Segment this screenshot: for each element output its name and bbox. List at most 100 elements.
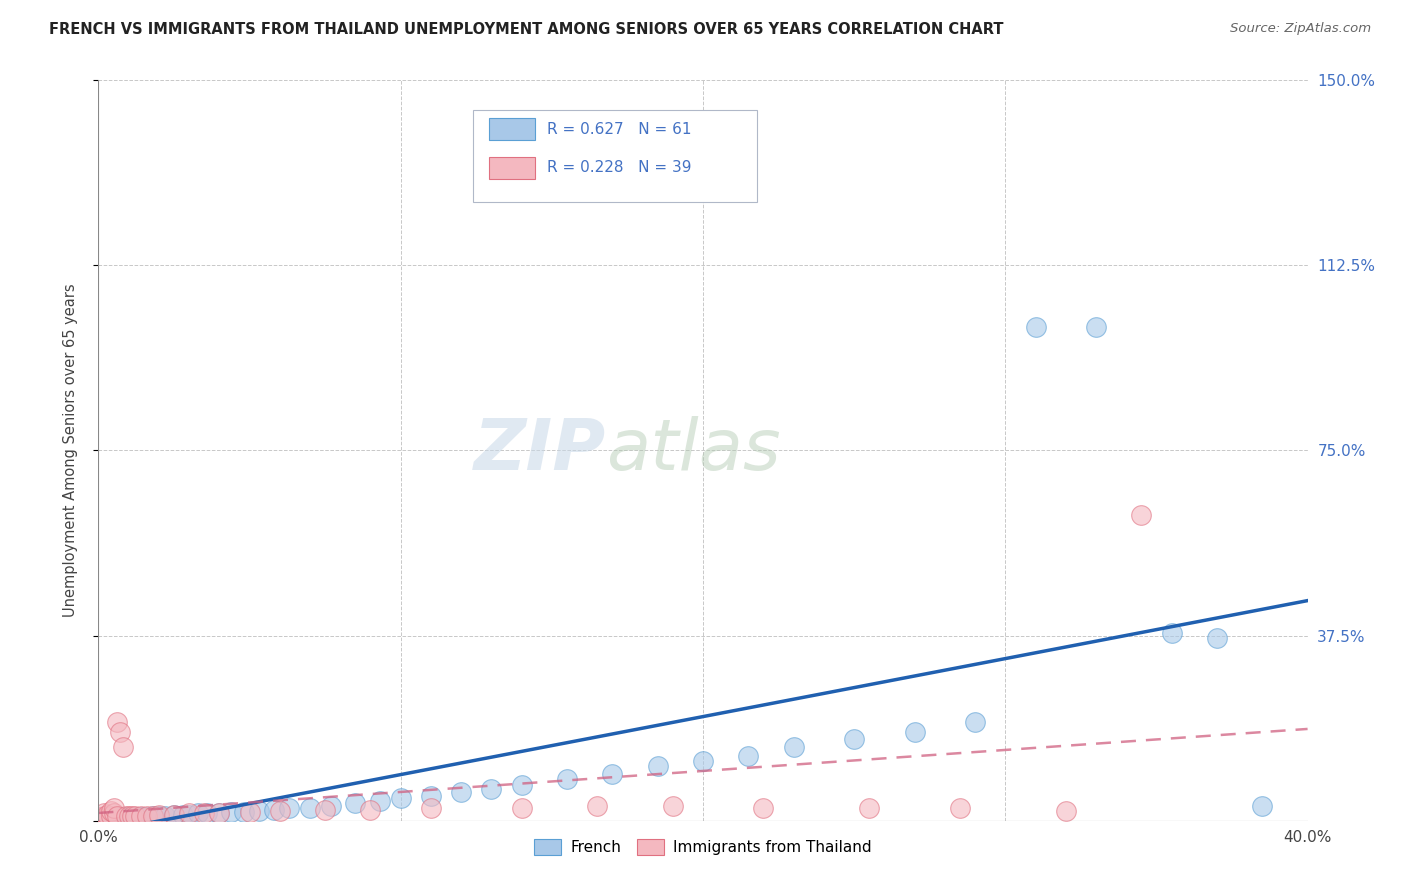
- Point: [844, 732, 866, 747]
- Point: [96, 810, 118, 824]
- Point: [105, 811, 128, 825]
- Point: [420, 789, 443, 803]
- Point: [93, 811, 115, 825]
- Point: [692, 755, 714, 769]
- Point: [481, 781, 503, 796]
- Point: [360, 803, 382, 817]
- Point: [737, 749, 759, 764]
- Point: [90, 811, 112, 825]
- Point: [299, 801, 322, 815]
- Point: [163, 807, 186, 822]
- Point: [93, 808, 115, 822]
- Point: [783, 739, 806, 754]
- Point: [752, 801, 775, 815]
- Point: [179, 806, 201, 821]
- Point: [114, 811, 136, 825]
- Point: [124, 808, 146, 822]
- Point: [1130, 508, 1153, 522]
- Point: [269, 804, 291, 818]
- Point: [93, 811, 115, 825]
- Point: [103, 811, 125, 825]
- Bar: [489, 156, 534, 178]
- Point: [100, 804, 122, 818]
- Point: [1054, 804, 1077, 818]
- Point: [247, 804, 270, 818]
- Point: [142, 809, 165, 823]
- Point: [239, 805, 262, 819]
- Point: [108, 810, 131, 824]
- Point: [647, 759, 669, 773]
- Point: [450, 785, 472, 799]
- Point: [148, 807, 170, 822]
- Point: [142, 808, 165, 822]
- Point: [163, 807, 186, 822]
- Point: [949, 801, 972, 815]
- Point: [344, 797, 367, 811]
- Point: [100, 810, 122, 824]
- Text: R = 0.627   N = 61: R = 0.627 N = 61: [547, 121, 692, 136]
- Point: [555, 772, 578, 786]
- Point: [1206, 631, 1229, 645]
- Point: [232, 805, 254, 819]
- Point: [172, 807, 194, 822]
- Point: [586, 798, 609, 813]
- Bar: [489, 118, 534, 140]
- Point: [314, 803, 336, 817]
- Point: [108, 724, 131, 739]
- Legend: French, Immigrants from Thailand: French, Immigrants from Thailand: [527, 833, 879, 861]
- Text: atlas: atlas: [606, 416, 780, 485]
- Text: ZIP: ZIP: [474, 416, 606, 485]
- Point: [510, 801, 533, 815]
- Point: [1085, 320, 1108, 334]
- Point: [965, 714, 987, 729]
- Point: [661, 798, 683, 813]
- Point: [187, 806, 209, 821]
- Point: [118, 810, 141, 824]
- Point: [208, 806, 231, 821]
- Point: [179, 807, 201, 822]
- Point: [368, 794, 391, 808]
- Point: [127, 810, 149, 824]
- Point: [118, 808, 141, 822]
- Point: [105, 808, 128, 822]
- Point: [114, 808, 136, 822]
- Point: [321, 798, 343, 813]
- Point: [904, 724, 927, 739]
- Point: [108, 811, 131, 825]
- Point: [135, 808, 157, 822]
- Text: Source: ZipAtlas.com: Source: ZipAtlas.com: [1230, 22, 1371, 36]
- Point: [602, 766, 624, 780]
- Point: [1160, 626, 1182, 640]
- Point: [121, 811, 143, 825]
- Point: [208, 806, 231, 821]
- Point: [118, 811, 141, 825]
- Point: [129, 810, 152, 824]
- Point: [193, 806, 215, 821]
- Point: [105, 714, 128, 729]
- Point: [96, 810, 118, 824]
- Point: [103, 801, 125, 815]
- Point: [277, 801, 299, 815]
- Point: [858, 801, 880, 815]
- Point: [96, 807, 118, 822]
- Point: [103, 806, 125, 821]
- Point: [100, 808, 122, 822]
- FancyBboxPatch shape: [474, 110, 758, 202]
- Point: [135, 810, 157, 824]
- Point: [96, 811, 118, 825]
- Point: [389, 791, 412, 805]
- Point: [1251, 798, 1274, 813]
- Point: [132, 810, 155, 824]
- Y-axis label: Unemployment Among Seniors over 65 years: Unemployment Among Seniors over 65 years: [63, 284, 77, 617]
- Point: [263, 803, 285, 817]
- Point: [105, 811, 128, 825]
- Point: [90, 811, 112, 825]
- Point: [124, 810, 146, 824]
- Point: [195, 806, 218, 821]
- Point: [121, 808, 143, 822]
- Point: [90, 810, 112, 824]
- Point: [221, 805, 243, 819]
- Text: R = 0.228   N = 39: R = 0.228 N = 39: [547, 161, 692, 175]
- Point: [1024, 320, 1046, 334]
- Point: [111, 810, 134, 824]
